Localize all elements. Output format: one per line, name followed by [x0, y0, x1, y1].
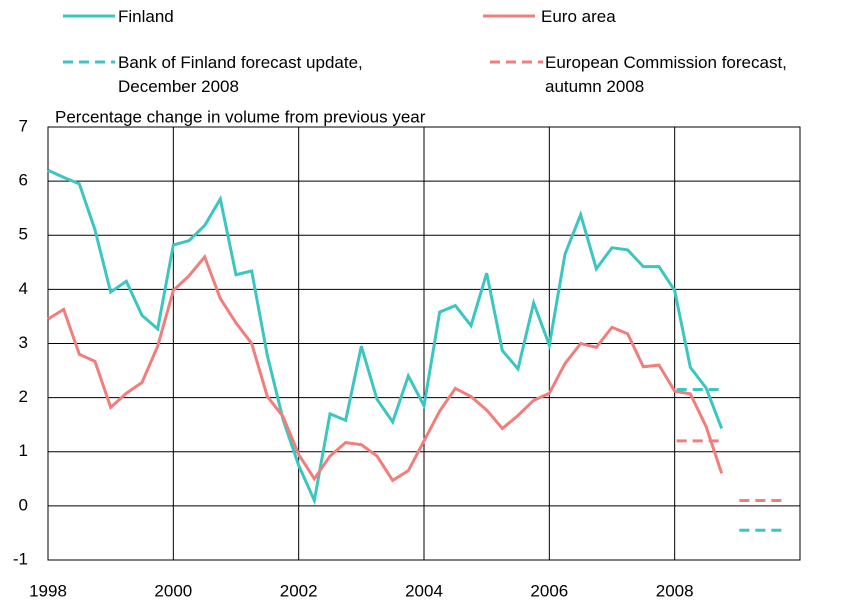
y-tick-label: 4	[19, 279, 28, 298]
y-tick-label: 0	[19, 495, 28, 514]
x-tick-label: 1998	[29, 581, 67, 600]
y-tick-label: 6	[19, 171, 28, 190]
x-tick-label: 2000	[154, 581, 192, 600]
line	[47, 168, 724, 506]
legend-label: European Commission forecast, autumn 200…	[545, 53, 787, 96]
legend-label: Finland	[118, 7, 174, 26]
legend-label: Bank of Finland forecast update, Decembe…	[118, 53, 363, 96]
x-tick-label: 2006	[530, 581, 568, 600]
plot-frame	[47, 126, 801, 561]
legend-label: Euro area	[541, 7, 616, 26]
y-tick-label: -1	[13, 549, 28, 568]
line	[47, 253, 724, 483]
x-tick-label: 2002	[280, 581, 318, 600]
x-tick-label: 2008	[656, 581, 694, 600]
axis-label: Percentage change in volume from previou…	[55, 107, 426, 126]
y-tick-label: 7	[19, 116, 28, 135]
y-tick-label: 1	[19, 441, 28, 460]
y-tick-label: 5	[19, 225, 28, 244]
y-tick-label: 3	[19, 333, 28, 352]
x-tick-label: 2004	[405, 581, 443, 600]
y-tick-label: 2	[19, 387, 28, 406]
